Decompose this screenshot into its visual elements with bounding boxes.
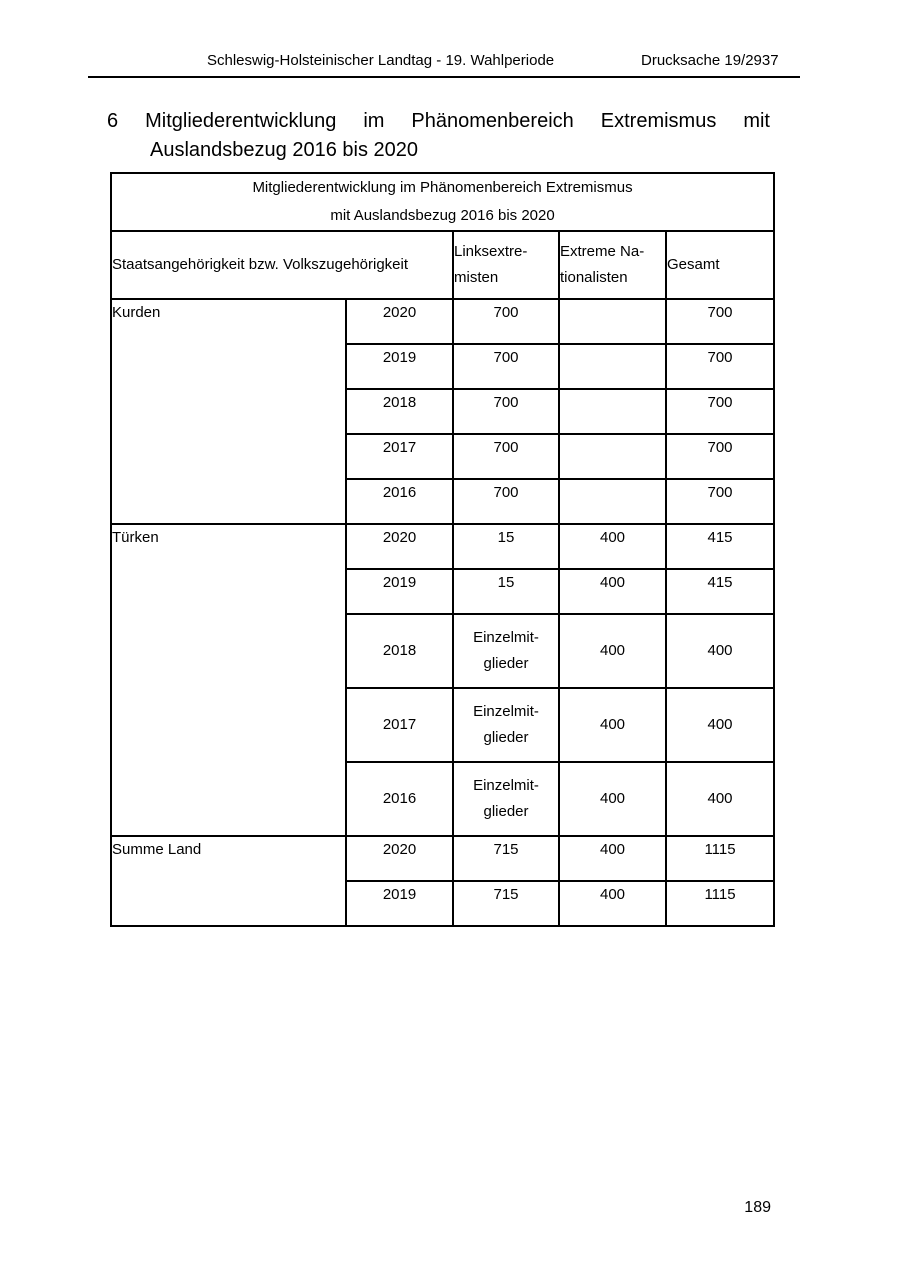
value-cell: 400 (558, 568, 667, 615)
table-row: 2019 700 700 (111, 343, 776, 390)
year-cell: 2017 (345, 433, 454, 480)
value-cell (558, 343, 667, 390)
table-title: Mitgliederentwicklung im Phänomenbereich… (109, 172, 776, 232)
value-cell: 700 (664, 478, 776, 525)
table-row: 2018 Einzelmit- glieder 400 400 (111, 613, 776, 689)
value-cell: Einzelmit- glieder (452, 687, 560, 763)
value-cell: 715 (452, 880, 560, 927)
value-cell: 700 (664, 343, 776, 390)
value-cell: 400 (558, 880, 667, 927)
year-cell: 2019 (345, 568, 454, 615)
table-row: 2017 Einzelmit- glieder 400 400 (111, 687, 776, 763)
value-cell: 400 (558, 835, 667, 882)
value-cell: 700 (452, 343, 560, 390)
value-cell: 400 (558, 523, 667, 570)
year-cell: 2020 (345, 298, 454, 345)
value-cell: 400 (558, 761, 667, 837)
group-label-cell: Summe Land (110, 835, 347, 927)
year-cell: 2016 (345, 761, 454, 837)
members-table-wrap: Mitgliederentwicklung im Phänomenbereich… (109, 172, 776, 927)
value-cell: 700 (452, 433, 560, 480)
year-cell: 2019 (345, 880, 454, 927)
table-row: Kurden 2020 700 700 (110, 298, 776, 525)
value-cell: 15 (452, 568, 560, 615)
value-cell: 700 (452, 478, 560, 525)
page-number: 189 (744, 1199, 771, 1216)
table-row: 2019 715 400 1115 (111, 880, 776, 927)
value-cell: 700 (664, 298, 776, 345)
header-rule (88, 76, 800, 78)
value-cell (558, 298, 667, 345)
column-header-gesamt: Gesamt (664, 230, 776, 300)
table-row: 2016 Einzelmit- glieder 400 400 (111, 761, 776, 837)
table-row: Summe Land 2020 715 400 1115 (110, 835, 776, 927)
value-cell: Einzelmit- glieder (452, 613, 560, 689)
year-cell: 2020 (345, 523, 454, 570)
section-heading: 6 Mitgliederentwicklung im Phänomenberei… (107, 107, 770, 165)
value-cell: 400 (558, 613, 667, 689)
value-cell: 400 (558, 687, 667, 763)
value-cell: 415 (664, 568, 776, 615)
group-label-cell: Türken (110, 523, 347, 837)
value-cell: 415 (664, 523, 776, 570)
value-cell: 15 (452, 523, 560, 570)
year-cell: 2019 (345, 343, 454, 390)
value-cell (558, 388, 667, 435)
value-cell: 400 (664, 761, 776, 837)
value-cell (558, 478, 667, 525)
table-row: 2017 700 700 (111, 433, 776, 480)
year-cell: 2018 (345, 388, 454, 435)
value-cell: 700 (452, 388, 560, 435)
document-header-left: Schleswig-Holsteinischer Landtag - 19. W… (207, 52, 555, 69)
value-cell: 400 (664, 687, 776, 763)
year-cell: 2017 (345, 687, 454, 763)
value-cell: 1115 (664, 880, 776, 927)
section-heading-line1: 6 Mitgliederentwicklung im Phänomenberei… (107, 110, 770, 132)
year-cell: 2016 (345, 478, 454, 525)
value-cell: 700 (452, 298, 560, 345)
value-cell: 700 (664, 433, 776, 480)
table-row: Türken 2020 15 400 415 (110, 523, 776, 837)
table-row: 2018 700 700 (111, 388, 776, 435)
column-header-linksextremisten: Linksextre- misten (452, 230, 560, 300)
table-row: 2019 15 400 415 (111, 568, 776, 615)
value-cell: 400 (664, 613, 776, 689)
value-cell: 700 (664, 388, 776, 435)
members-table: Mitgliederentwicklung im Phänomenbereich… (109, 172, 776, 927)
section-heading-line2: Auslandsbezug 2016 bis 2020 (150, 139, 418, 161)
group-label-cell: Kurden (110, 298, 347, 525)
table-header-row: Staatsangehörigkeit bzw. Volkszugehörigk… (110, 230, 776, 300)
column-header-extreme-nationalisten: Extreme Na- tionalisten (558, 230, 667, 300)
table-row: 2016 700 700 (111, 478, 776, 525)
year-cell: 2018 (345, 613, 454, 689)
column-header-staatsangehoerigkeit: Staatsangehörigkeit bzw. Volkszugehörigk… (110, 230, 454, 300)
table-title-row: Mitgliederentwicklung im Phänomenbereich… (109, 172, 776, 232)
value-cell: 1115 (664, 835, 776, 882)
value-cell: 715 (452, 835, 560, 882)
value-cell (558, 433, 667, 480)
value-cell: Einzelmit- glieder (452, 761, 560, 837)
document-header-right: Drucksache 19/2937 (641, 52, 779, 69)
year-cell: 2020 (345, 835, 454, 882)
